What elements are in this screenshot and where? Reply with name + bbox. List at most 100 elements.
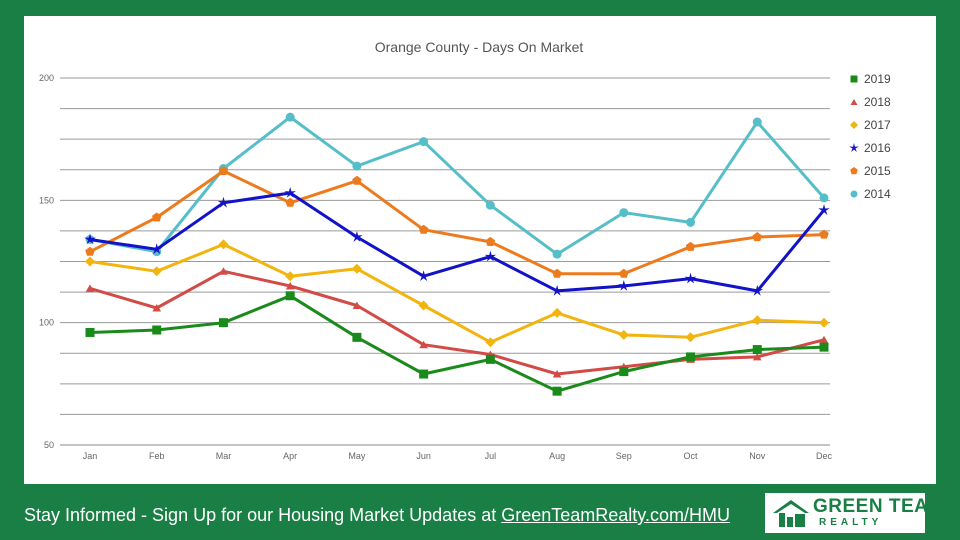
data-point-2016 [284,187,296,198]
data-point-2015 [619,268,629,278]
series-line-2016 [88,191,826,293]
data-point-2017 [85,256,95,267]
footer-text: Stay Informed - Sign Up for our Housing … [24,505,502,525]
x-tick-label: Apr [283,451,297,461]
data-point-2016 [751,284,763,296]
data-point-2015 [418,224,429,234]
data-point-2017 [485,337,496,348]
series-2015 [85,166,829,278]
legend-marker-2017 [850,121,858,129]
data-point-2014 [352,161,362,171]
series-line-2015 [88,169,826,276]
data-point-2015 [218,166,229,175]
data-point-2014 [285,112,295,122]
chart-title: Orange County - Days On Market [375,39,584,55]
chart-panel: Orange County - Days On Market 50 100 150 2… [24,16,936,484]
footer-cta: Stay Informed - Sign Up for our Housing … [24,505,730,526]
data-point-2018 [85,284,95,292]
data-point-2014 [552,249,562,259]
data-point-2018 [752,352,762,361]
x-tick-label: Jan [83,451,98,461]
data-point-2015 [819,229,829,239]
legend-label-2019: 2019 [864,72,891,86]
series-line-2019 [88,294,826,393]
y-tick-label: 50 [44,440,54,450]
data-point-2016 [417,270,430,281]
legend-label-2017: 2017 [864,118,891,132]
data-point-2018 [219,267,228,275]
x-tick-label: Sep [616,451,632,461]
hmu-link[interactable]: GreenTeamRealty.com/HMU [501,505,730,525]
data-point-2014 [752,117,762,127]
data-point-2019 [285,291,295,301]
x-axis-ticks: Jan Feb Mar Apr May Jun Jul Aug Sep Oct Nov Dec [83,451,833,461]
data-point-2015 [285,197,295,207]
data-point-2017 [218,239,229,250]
data-point-2015 [485,236,496,246]
data-point-2019 [819,342,829,352]
legend-marker-2019 [850,75,858,83]
y-tick-label: 150 [39,195,54,205]
data-point-2019 [619,367,629,377]
legend-marker-2018 [850,99,858,105]
x-tick-label: Jul [485,451,497,461]
data-point-2018 [285,282,295,290]
data-point-2016 [551,284,563,296]
logo-sub: REALTY [819,517,883,528]
y-axis-ticks: 50 100 150 200 [39,73,54,450]
data-point-2016 [217,196,230,208]
legend-label-2018: 2018 [864,95,891,109]
legend-label-2015: 2015 [864,164,891,178]
x-tick-label: Nov [749,451,766,461]
data-point-2017 [285,271,296,282]
line-chart: Orange County - Days On Market 50 100 150 2… [39,39,891,461]
data-point-2017 [552,307,563,318]
data-point-2016 [151,243,163,255]
legend: 2019 2018 2017 2016 2015 2014 [849,72,891,201]
x-tick-label: Oct [684,451,699,461]
data-point-2014 [619,208,629,218]
data-point-2018 [552,370,562,378]
data-point-2019 [218,318,228,328]
series-2019 [85,291,829,396]
legend-label-2016: 2016 [864,141,891,155]
data-point-2017 [819,317,829,328]
data-point-2014 [485,200,495,210]
data-point-2019 [752,345,762,355]
data-point-2016 [84,233,96,245]
x-tick-label: Aug [549,451,565,461]
data-point-2017 [351,263,362,274]
data-point-2019 [485,354,495,364]
data-point-2017 [752,315,763,326]
data-point-2017 [618,329,629,340]
data-point-2015 [85,246,95,256]
series-lines [84,112,830,396]
data-point-2017 [418,300,429,311]
data-point-2019 [419,369,429,379]
data-point-2015 [685,241,696,251]
data-point-2016 [484,250,497,262]
legend-marker-2016 [849,143,859,152]
data-point-2018 [419,340,428,349]
data-point-2019 [552,386,562,396]
house-icon [773,500,809,527]
data-point-2019 [352,332,362,342]
legend-label-2014: 2014 [864,187,891,201]
x-tick-label: Mar [216,451,232,461]
x-tick-label: Dec [816,451,833,461]
series-2017 [85,239,829,348]
series-line-2014 [88,115,826,256]
x-tick-label: May [348,451,366,461]
data-point-2015 [752,232,762,242]
company-logo[interactable]: GREEN TEAM REALTY [765,493,944,533]
y-tick-label: 100 [39,318,54,328]
x-tick-label: Feb [149,451,165,461]
data-point-2015 [152,212,162,222]
data-point-2019 [85,327,95,337]
data-point-2015 [552,268,562,278]
data-point-2014 [686,217,696,227]
x-tick-label: Jun [416,451,431,461]
data-point-2019 [686,352,696,362]
data-point-2016 [818,204,830,215]
data-point-2014 [819,193,829,203]
